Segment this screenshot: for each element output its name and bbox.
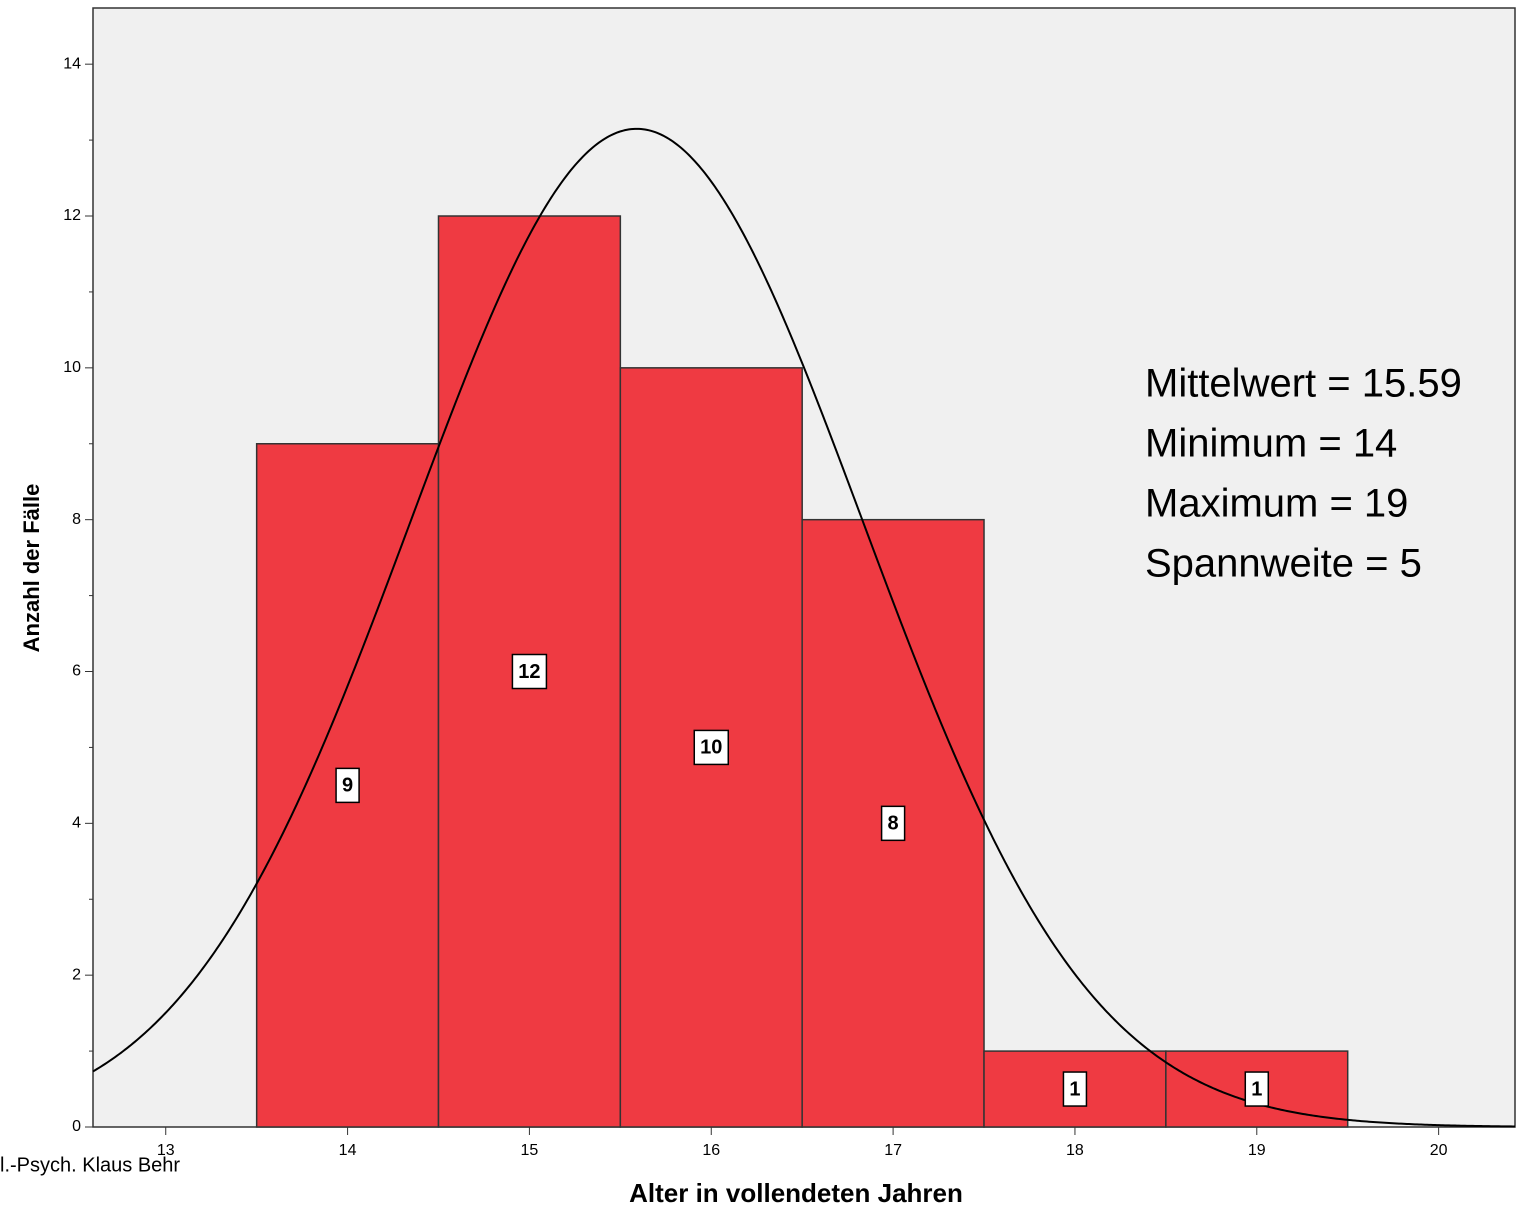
- annotation: Maximum = 19: [1145, 482, 1408, 526]
- y-tick-label: 0: [72, 1118, 81, 1135]
- annotation: Mittelwert = 15.59: [1145, 362, 1462, 406]
- y-tick-label: 6: [72, 663, 81, 680]
- value-label: 12: [518, 661, 540, 683]
- annotation: Minimum = 14: [1145, 422, 1397, 466]
- x-tick-label: 14: [339, 1142, 357, 1159]
- value-label-box: [693, 729, 730, 766]
- y-tick-label: 4: [72, 815, 81, 832]
- y-tick-label: 12: [63, 207, 81, 224]
- y-axis-label: Anzahl der Fälle: [19, 484, 44, 653]
- x-tick-label: 18: [1066, 1142, 1084, 1159]
- x-tick-label: 15: [521, 1142, 539, 1159]
- value-label: 9: [342, 775, 353, 797]
- x-tick-label: 17: [884, 1142, 902, 1159]
- value-label-box: [511, 653, 548, 690]
- normal-curve: [92, 127, 1516, 1128]
- value-label-box: [1062, 1071, 1088, 1107]
- y-tick-label: 8: [72, 511, 81, 528]
- value-label: 10: [700, 737, 722, 759]
- x-tick-label: 16: [702, 1142, 720, 1159]
- y-tick-label: 2: [72, 966, 81, 983]
- y-tick-label: 10: [63, 359, 81, 376]
- footer: l.-Psych. Klaus Behr: [0, 1154, 180, 1176]
- value-label-box: [335, 767, 360, 804]
- value-label: 8: [888, 813, 899, 835]
- x-tick-label: 13: [157, 1142, 175, 1159]
- value-label: 1: [1069, 1078, 1080, 1100]
- y-tick-label: 14: [63, 55, 81, 72]
- x-tick-label: 20: [1430, 1142, 1448, 1159]
- x-axis-label: Alter in vollendeten Jahren: [629, 1178, 963, 1208]
- annotation: Spannweite = 5: [1145, 542, 1422, 586]
- value-label-box: [1244, 1071, 1270, 1107]
- x-tick-label: 19: [1248, 1142, 1266, 1159]
- value-label: 1: [1251, 1078, 1262, 1100]
- value-label-box: [880, 805, 906, 842]
